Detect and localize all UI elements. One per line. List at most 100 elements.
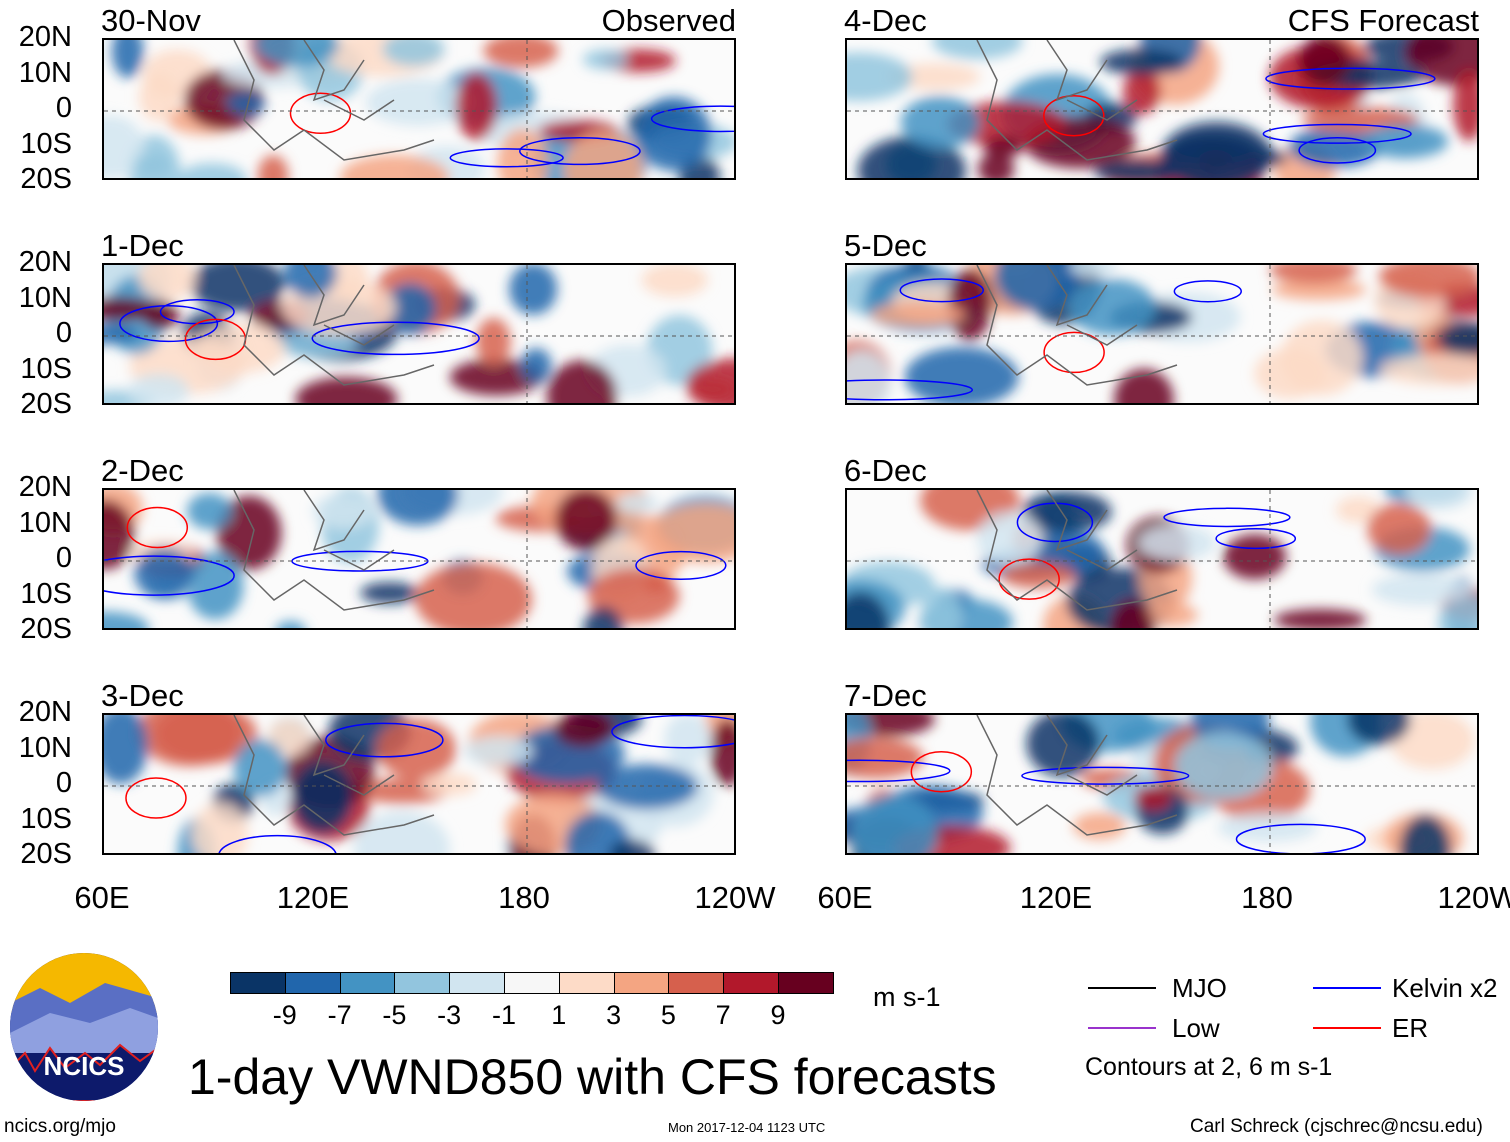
anomaly-blob bbox=[141, 300, 180, 330]
legend-mjo: MJO bbox=[1172, 973, 1227, 1003]
kelvin-contour bbox=[449, 148, 564, 168]
anomaly-blob bbox=[226, 92, 265, 116]
lat-tick-label: 20N bbox=[18, 246, 72, 278]
kelvin-contour bbox=[104, 555, 235, 596]
anomaly-blob bbox=[904, 346, 1019, 403]
anomaly-blob bbox=[1100, 48, 1185, 76]
anomaly-blob bbox=[177, 162, 247, 178]
anomaly-blob bbox=[455, 72, 498, 141]
anomaly-blob bbox=[994, 265, 1080, 311]
panel-date: 7-Dec bbox=[844, 678, 927, 713]
colorbar-tick-label: -7 bbox=[327, 1000, 352, 1030]
anomaly-blob bbox=[1217, 813, 1318, 842]
er-contour bbox=[126, 506, 189, 549]
lat-tick-label: 20S bbox=[20, 163, 72, 195]
map-panel bbox=[102, 713, 736, 855]
legend-swatch-low bbox=[1088, 1027, 1156, 1029]
colorbar-tick-label: 1 bbox=[551, 1000, 567, 1030]
kelvin-contour bbox=[1173, 280, 1242, 303]
anomaly-blob bbox=[976, 511, 1043, 566]
anomaly-blob bbox=[1367, 502, 1432, 555]
legend-kelvin: Kelvin x2 bbox=[1392, 973, 1498, 1003]
coastline bbox=[233, 490, 435, 611]
anomaly-blob bbox=[195, 323, 286, 374]
colorbar-swatch bbox=[230, 972, 286, 994]
lat-tick-label: 20N bbox=[18, 471, 72, 503]
lat-tick-label: 10N bbox=[18, 731, 72, 764]
anomaly-blob bbox=[339, 154, 450, 178]
kelvin-contour bbox=[847, 379, 974, 401]
kelvin-contour bbox=[1021, 766, 1190, 785]
anomaly-blob bbox=[651, 503, 734, 564]
map-panel bbox=[845, 488, 1479, 630]
kelvin-contour bbox=[1265, 67, 1436, 90]
footer-author: Carl Schreck (cjschrec@ncsu.edu) bbox=[1190, 1116, 1483, 1137]
map-panel bbox=[102, 488, 736, 630]
colorbar-swatch bbox=[613, 972, 670, 994]
kelvin-contour bbox=[847, 759, 951, 783]
anomaly-blob bbox=[1389, 715, 1475, 770]
anomaly-blob bbox=[138, 265, 196, 301]
anomaly-blob bbox=[1110, 599, 1154, 628]
anomaly-blob bbox=[583, 606, 624, 628]
anomaly-blob bbox=[276, 621, 306, 628]
anomaly-blob bbox=[520, 348, 552, 383]
contour-note: Contours at 2, 6 m s-1 bbox=[1085, 1053, 1333, 1081]
kelvin-contour bbox=[611, 715, 734, 749]
lon-tick-label: 120W bbox=[1437, 880, 1510, 915]
kelvin-contour bbox=[650, 105, 734, 133]
lat-tick-label: 10S bbox=[20, 802, 72, 835]
panel-column-title: Observed bbox=[601, 3, 736, 38]
anomaly-blob bbox=[104, 715, 148, 784]
lat-tick-label: 0 bbox=[55, 542, 72, 574]
kelvin-contour bbox=[899, 278, 984, 303]
lat-tick-label: 0 bbox=[55, 92, 72, 124]
colorbar-swatch bbox=[504, 972, 560, 994]
anomaly-blob bbox=[476, 317, 511, 366]
coastline bbox=[233, 265, 435, 386]
footer-url[interactable]: ncics.org/mjo bbox=[4, 1116, 116, 1137]
colorbar-swatch bbox=[723, 972, 779, 994]
colorbar-tick-label: -5 bbox=[382, 1000, 407, 1030]
coastline bbox=[233, 715, 435, 836]
anomaly-blob bbox=[382, 40, 445, 67]
er-contour bbox=[910, 750, 973, 793]
coastline bbox=[233, 40, 435, 161]
panel-date: 2-Dec bbox=[101, 453, 184, 488]
legend-swatch-mjo bbox=[1088, 987, 1156, 989]
anomaly-blob bbox=[1093, 159, 1184, 178]
anomaly-blob bbox=[483, 40, 559, 68]
kelvin-contour bbox=[1215, 528, 1297, 550]
anomaly-blob bbox=[554, 715, 613, 748]
kelvin-contour bbox=[1262, 123, 1412, 144]
er-contour bbox=[998, 558, 1060, 600]
anomaly-blob bbox=[1174, 732, 1273, 800]
colorbar-tick-label: 3 bbox=[606, 1000, 622, 1030]
colorbar-swatch bbox=[668, 972, 725, 994]
anomaly-blob bbox=[216, 495, 282, 570]
lon-tick-label: 60E bbox=[817, 880, 873, 915]
anomaly-blob bbox=[1437, 322, 1477, 355]
anomaly-blob bbox=[104, 611, 150, 628]
anomaly-blob bbox=[128, 373, 190, 403]
anomaly-blob bbox=[636, 96, 712, 172]
anomaly-blob bbox=[1273, 609, 1367, 628]
anomaly-blob bbox=[641, 265, 708, 297]
kelvin-contour bbox=[1016, 502, 1094, 543]
anomaly-blob bbox=[1069, 265, 1117, 278]
footer-timestamp: Mon 2017-12-04 1123 UTC bbox=[668, 1120, 826, 1135]
anomaly-blob bbox=[111, 40, 144, 78]
anomaly-blob bbox=[414, 562, 533, 628]
anomaly-blob bbox=[977, 152, 1015, 178]
anomaly-blob bbox=[847, 737, 924, 779]
anomaly-blob bbox=[1133, 785, 1173, 812]
lat-tick-label: 0 bbox=[55, 767, 72, 799]
lon-tick-label: 120W bbox=[694, 880, 776, 915]
er-contour bbox=[125, 777, 187, 819]
anomaly-blob bbox=[189, 265, 286, 312]
kelvin-contour bbox=[1163, 507, 1291, 528]
lat-tick-label: 10N bbox=[18, 56, 72, 89]
anomaly-blob bbox=[138, 72, 179, 122]
anomaly-blob bbox=[596, 764, 698, 810]
lat-tick-label: 10N bbox=[18, 281, 72, 314]
